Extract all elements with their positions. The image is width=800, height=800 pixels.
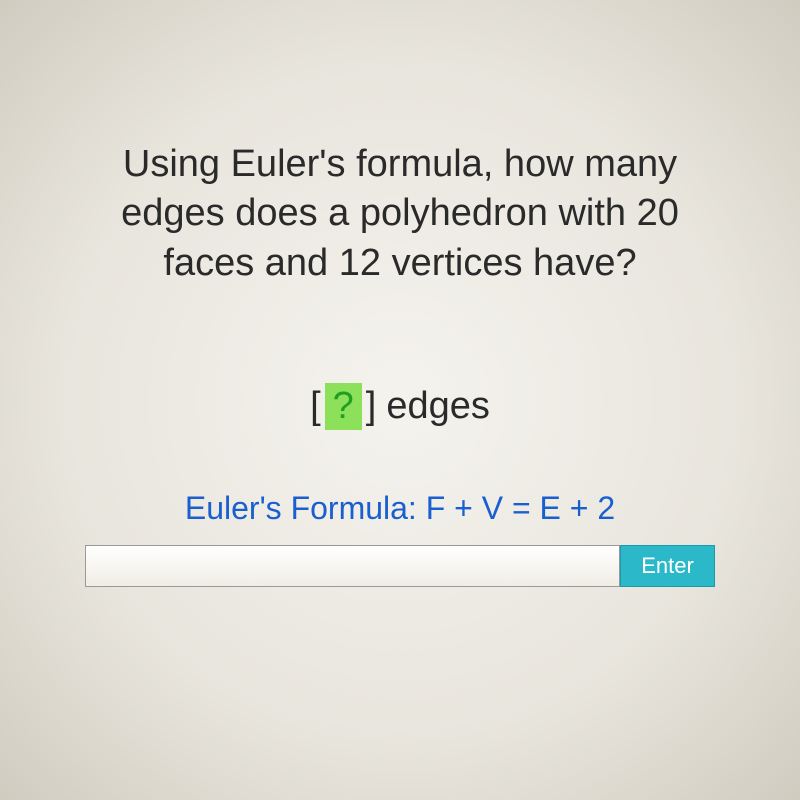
answer-row: [ ? ] edges <box>310 383 490 430</box>
question-text: Using Euler's formula, how many edges do… <box>61 140 739 288</box>
enter-button-label: Enter <box>641 553 694 579</box>
answer-placeholder[interactable]: ? <box>325 383 362 430</box>
answer-unit-label: edges <box>386 385 490 428</box>
question-line-2: edges does a polyhedron with 20 <box>121 192 679 234</box>
question-line-3: faces and 12 vertices have? <box>163 242 636 284</box>
answer-input[interactable] <box>85 545 620 587</box>
bracket-right: ] <box>366 385 377 428</box>
formula-text: Euler's Formula: F + V = E + 2 <box>185 490 615 527</box>
enter-button[interactable]: Enter <box>620 545 715 587</box>
bracket-left: [ <box>310 385 321 428</box>
input-row: Enter <box>85 545 715 587</box>
question-line-1: Using Euler's formula, how many <box>123 143 677 185</box>
